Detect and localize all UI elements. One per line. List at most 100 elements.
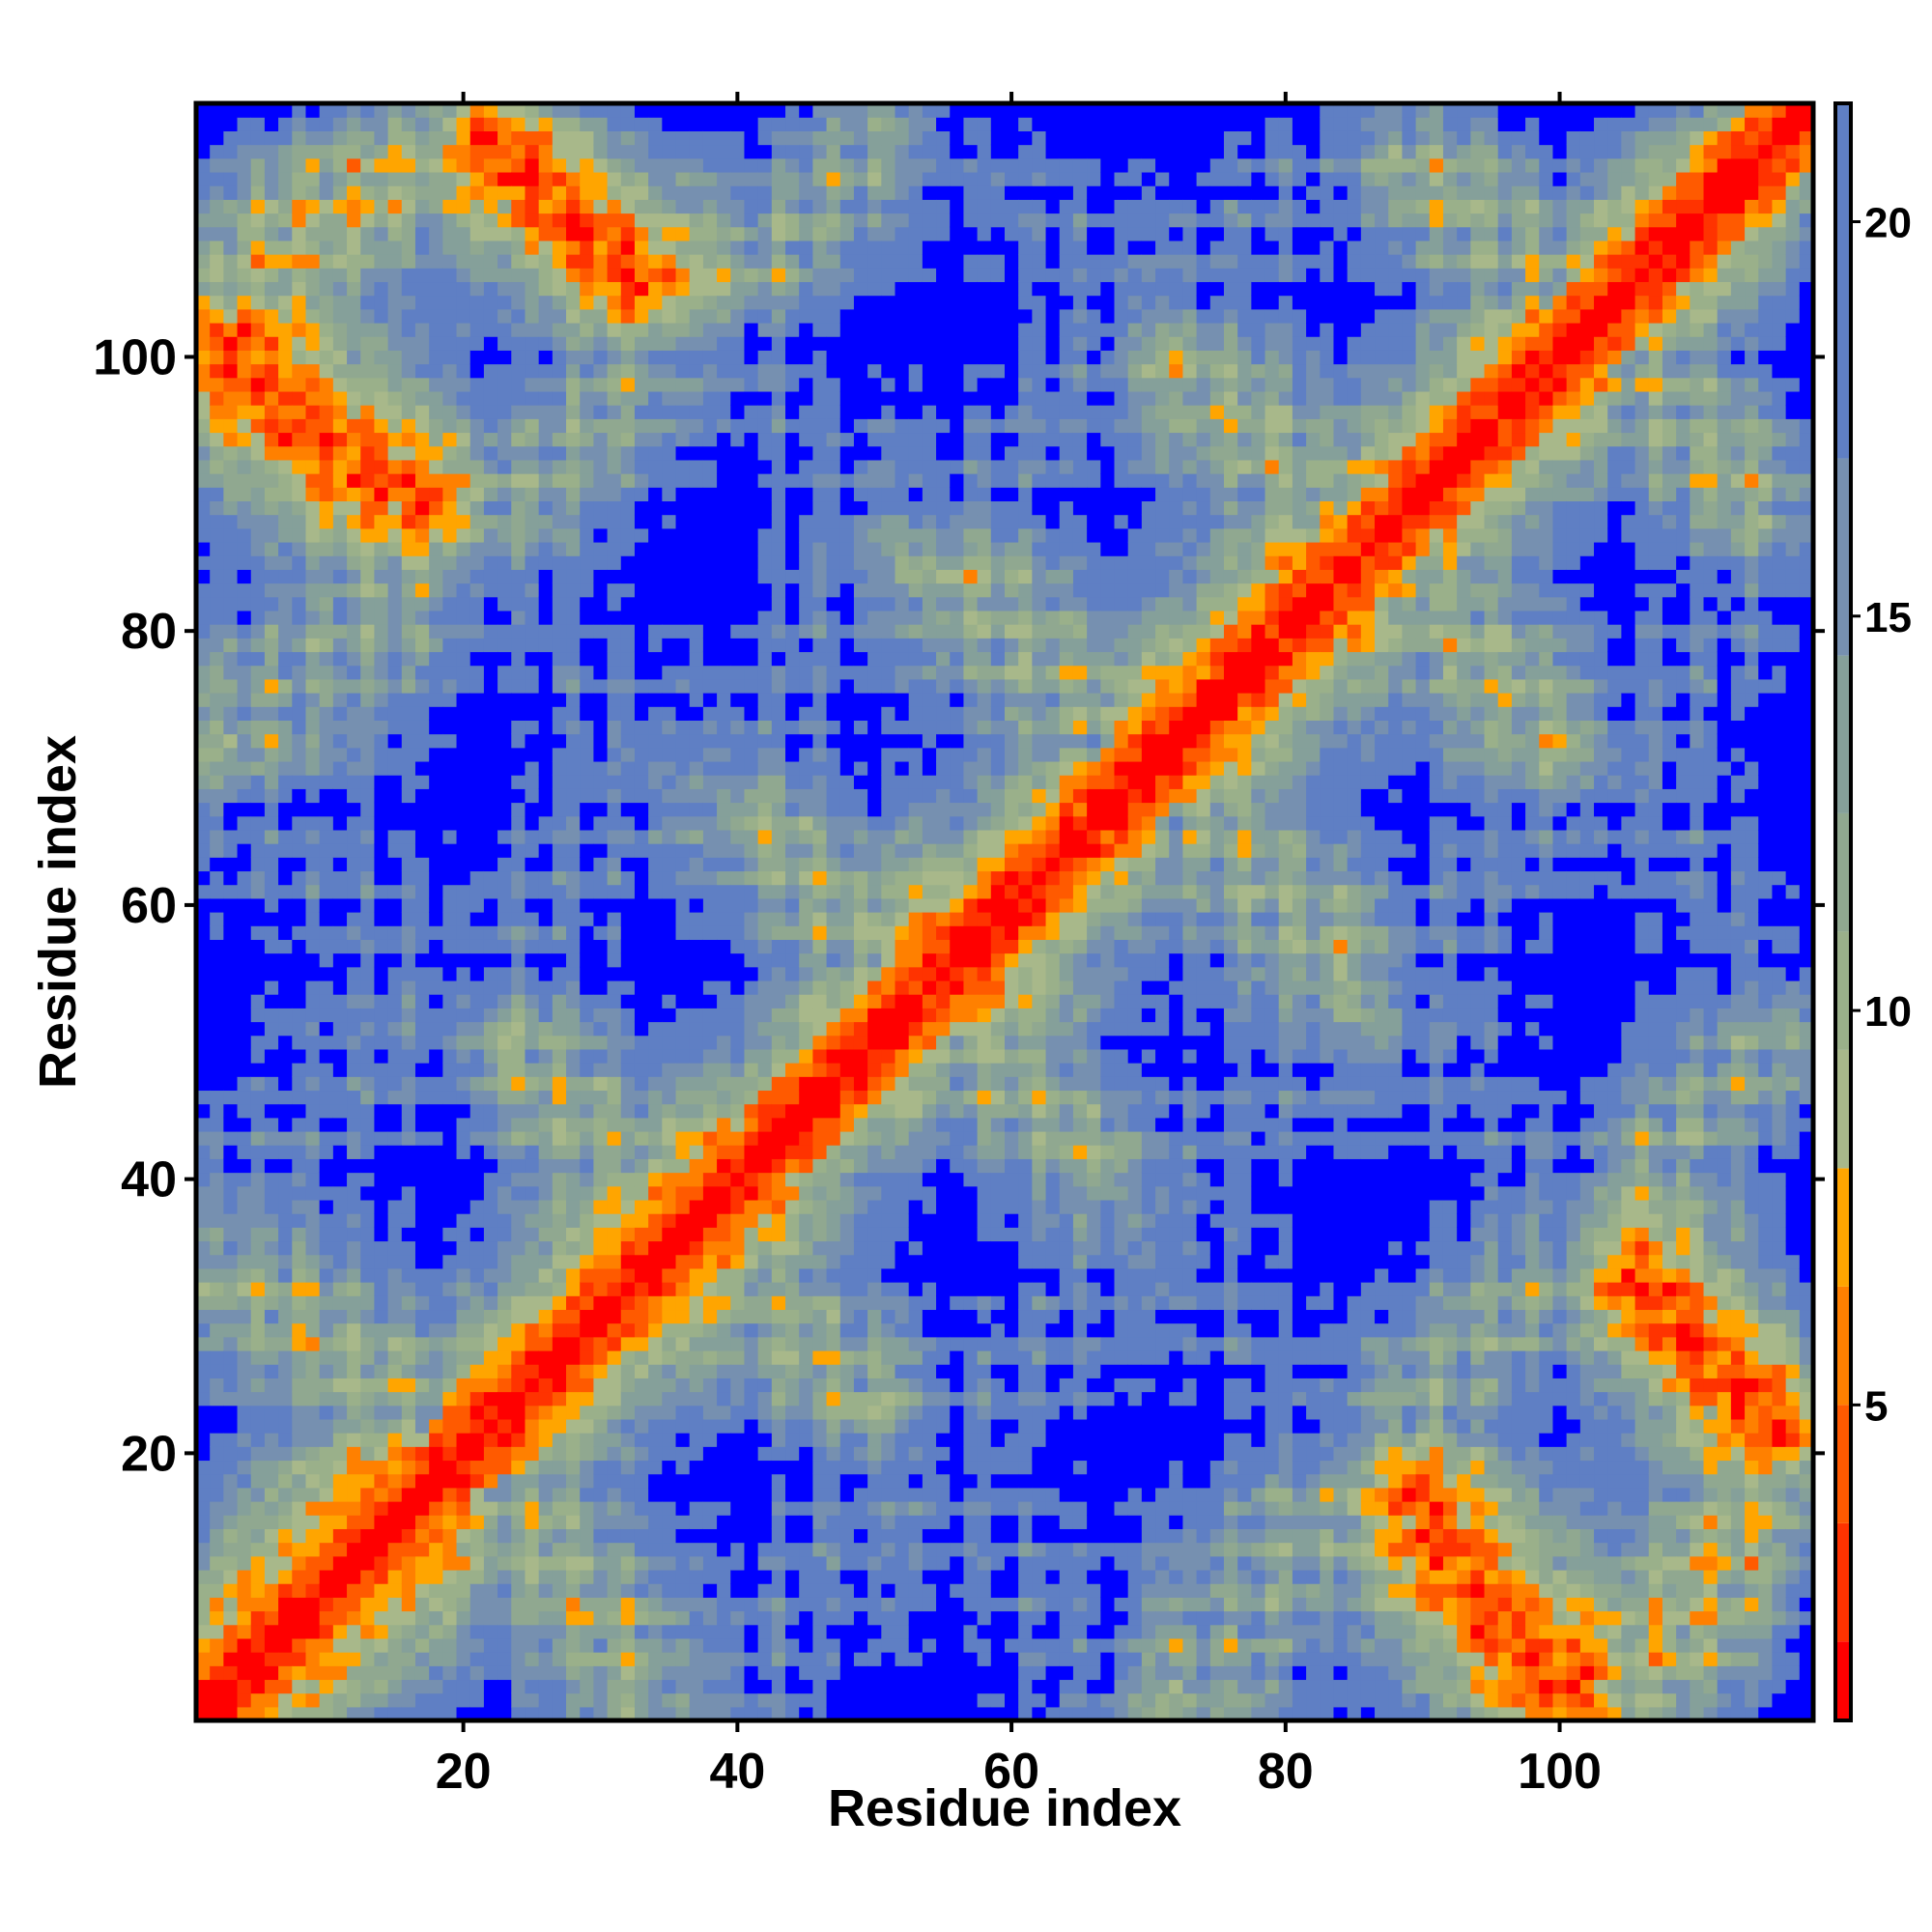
heatmap-cell [566,308,581,324]
heatmap-cell [360,1555,376,1571]
heatmap-cell [662,1267,677,1283]
heatmap-cell [456,1350,471,1365]
heatmap-cell [675,1145,691,1159]
heatmap-cell [387,1446,403,1462]
heatmap-cell [292,199,307,214]
heatmap-cell [469,678,485,694]
heatmap-cell [332,541,348,556]
heatmap-cell [620,747,636,762]
heatmap-cell [319,1309,334,1324]
heatmap-cell [305,1008,321,1023]
heatmap-cell [648,569,663,584]
heatmap-cell [305,1391,321,1406]
heatmap-cell [210,897,224,913]
heatmap-cell [292,377,307,392]
heatmap-cell [387,1364,403,1378]
heatmap-cell [210,1405,224,1420]
heatmap-cell [757,1679,773,1694]
heatmap-cell [401,130,416,146]
heatmap-cell [483,377,498,392]
heatmap-cell [429,897,443,913]
heatmap-cell [497,638,512,653]
heatmap-cell [593,994,609,1009]
heatmap-cell [414,1418,430,1434]
heatmap-cell [538,541,554,556]
heatmap-cell [387,939,403,954]
heatmap-cell [744,1035,759,1050]
heatmap-cell [593,418,609,434]
heatmap-cell [250,1446,266,1462]
heatmap-cell [607,582,622,598]
heatmap-cell [223,350,239,365]
heatmap-cell [250,1555,266,1571]
heatmap-cell [278,884,293,899]
heatmap-cell [662,487,677,502]
heatmap-cell [305,171,321,186]
heatmap-cell [566,377,581,392]
heatmap-cell [648,527,663,543]
heatmap-cell [332,1158,348,1174]
heatmap-cell [456,322,471,337]
heatmap-cell [223,103,239,118]
heatmap-cell [634,473,649,488]
heatmap-cell [278,1391,293,1406]
heatmap-cell [757,980,773,995]
heatmap-cell [566,1555,581,1571]
heatmap-cell [689,624,704,639]
heatmap-cell [196,144,211,159]
heatmap-cell [757,1048,773,1064]
heatmap-cell [223,514,239,529]
heatmap-cell [607,925,622,940]
heatmap-cell [347,240,361,255]
heatmap-cell [702,1172,718,1187]
heatmap-cell [607,336,622,351]
heatmap-cell [771,1227,786,1242]
heatmap-cell [497,802,512,817]
heatmap-cell [552,541,567,556]
heatmap-cell [689,802,704,817]
heatmap-cell [401,1090,416,1105]
heatmap-cell [292,651,307,667]
heatmap-cell [675,843,691,858]
heatmap-cell [717,1158,731,1174]
heatmap-cell [675,459,691,474]
heatmap-cell [250,500,266,516]
heatmap-cell [511,1158,526,1174]
heatmap-cell [771,1364,786,1378]
heatmap-cell [429,117,443,131]
heatmap-cell [552,1021,567,1037]
heatmap-cell [511,418,526,434]
heatmap-cell [717,1364,731,1378]
heatmap-cell [593,925,609,940]
heatmap-cell [414,843,430,858]
heatmap-cell [347,199,361,214]
heatmap-cell [552,213,567,228]
heatmap-cell [538,281,554,297]
heatmap-cell [442,459,458,474]
heatmap-cell [757,445,773,461]
heatmap-cell [607,185,622,200]
heatmap-cell [387,733,403,749]
heatmap-cell [483,582,498,598]
heatmap-cell [387,281,403,297]
heatmap-cell [689,1418,704,1434]
heatmap-cell [469,912,485,926]
heatmap-cell [250,226,266,242]
heatmap-cell [292,638,307,653]
heatmap-cell [387,1295,403,1311]
heatmap-cell [237,1405,252,1420]
heatmap-cell [347,1391,361,1406]
heatmap-cell [387,1637,403,1653]
heatmap-cell [387,487,403,502]
heatmap-cell [717,1295,731,1311]
heatmap-cell [429,185,443,200]
heatmap-cell [607,1322,622,1338]
heatmap-cell [374,390,389,406]
heatmap-cell [634,445,649,461]
heatmap-cell [250,1048,266,1064]
heatmap-cell [319,541,334,556]
heatmap-cell [374,1199,389,1214]
heatmap-cell [634,1048,649,1064]
heatmap-cell [196,966,211,981]
heatmap-cell [757,1405,773,1420]
